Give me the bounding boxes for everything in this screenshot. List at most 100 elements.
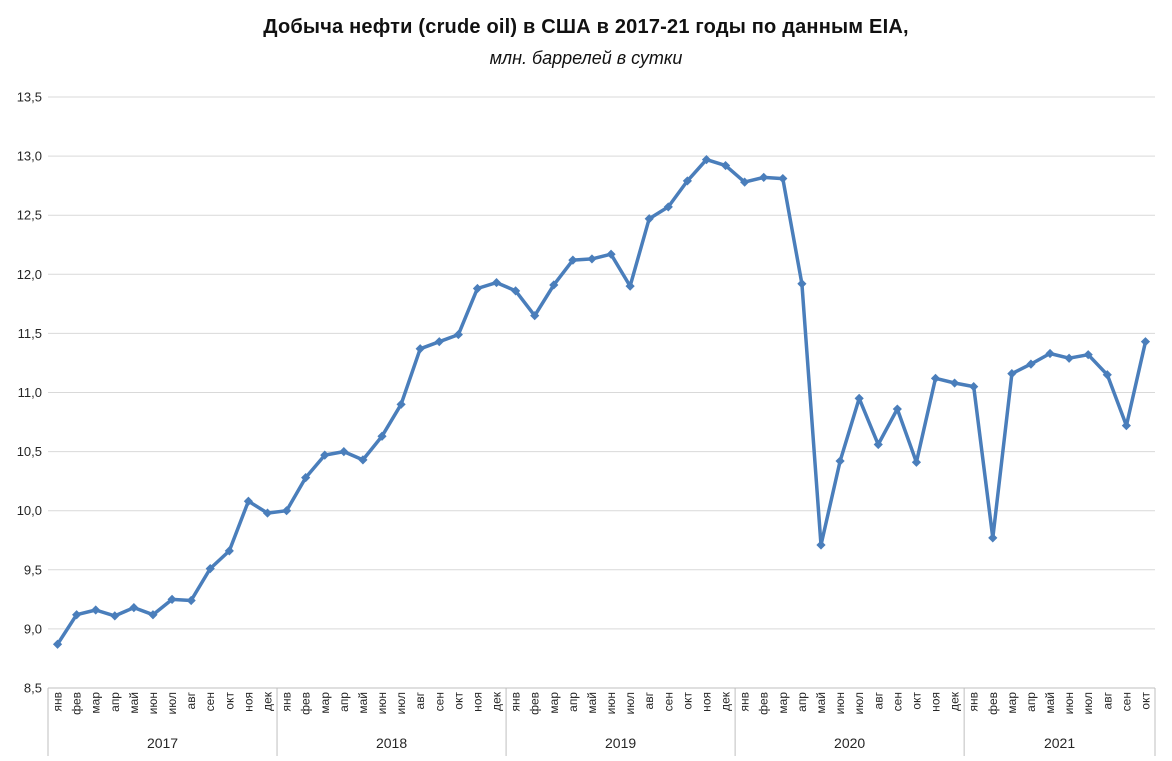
data-point-marker (1007, 368, 1017, 379)
y-axis-tick-label: 9,5 (24, 562, 42, 577)
data-point-marker (988, 533, 998, 543)
data-line (55, 157, 1148, 647)
data-point-marker (167, 594, 177, 604)
x-axis-month-label: ноя (699, 692, 713, 712)
data-point-marker (1102, 370, 1112, 380)
data-point-marker (1083, 350, 1093, 360)
x-axis-month-label: июл (1081, 692, 1095, 714)
x-axis-month-label: авг (642, 691, 656, 709)
data-point-marker (701, 155, 712, 165)
x-axis-month-label: июн (375, 692, 389, 714)
data-point-marker (396, 399, 406, 409)
data-point-marker (301, 473, 311, 483)
data-point-marker (969, 381, 979, 392)
x-axis-month-label: авг (1100, 691, 1114, 709)
y-axis-tick-label: 9,0 (24, 621, 42, 636)
data-point-marker (320, 450, 330, 460)
x-axis-month-label: авг (871, 691, 885, 709)
x-axis-month-label: фев (757, 692, 771, 715)
x-axis-month-label: окт (222, 692, 236, 710)
x-axis-month-label: окт (1138, 692, 1152, 710)
data-point-marker (377, 431, 387, 441)
x-axis-month-label: сен (1119, 692, 1133, 711)
x-axis-month-label: ноя (470, 692, 484, 712)
data-point-marker (339, 447, 349, 457)
data-point-marker (644, 214, 654, 224)
x-axis-month-label: сен (890, 692, 904, 711)
x-axis-month-label: май (585, 692, 599, 714)
x-axis-month-label: авг (413, 691, 427, 709)
data-point-marker (568, 255, 578, 265)
data-point-marker (52, 639, 63, 649)
data-point-marker (625, 281, 635, 291)
x-axis-month-label: дек (260, 691, 274, 711)
x-axis-month-label: янв (280, 692, 294, 712)
y-axis-tick-label: 13,0 (17, 149, 42, 164)
x-axis-month-label: июн (604, 692, 618, 714)
data-point-marker (1045, 348, 1055, 359)
x-axis-month-label: сен (661, 692, 675, 711)
x-axis-year-label: 2018 (376, 735, 407, 751)
x-axis-month-label: июл (852, 692, 866, 714)
x-axis-year-label: 2021 (1044, 735, 1075, 751)
data-point-marker (472, 283, 483, 294)
x-axis-month-label: июл (165, 692, 179, 714)
data-point-marker (949, 378, 960, 388)
x-axis-month-label: дек (719, 691, 733, 711)
data-point-marker (606, 249, 616, 259)
data-point-marker (415, 344, 425, 354)
data-point-marker (720, 160, 731, 171)
x-axis-month-label: апр (1024, 692, 1038, 712)
x-axis-month-label: янв (509, 692, 523, 712)
x-axis-month-label: июн (833, 692, 847, 714)
x-axis-month-label: авг (184, 691, 198, 709)
data-point-marker (873, 439, 883, 450)
x-axis-month-label: мар (776, 692, 790, 714)
x-axis-month-label: мар (318, 692, 332, 714)
data-point-marker (549, 280, 559, 290)
data-point-marker (663, 202, 673, 212)
data-point-marker (911, 457, 922, 467)
x-axis-month-label: дек (948, 691, 962, 711)
x-axis-month-label: сен (432, 692, 446, 711)
data-point-marker (740, 177, 750, 187)
x-axis-month-label: янв (738, 692, 752, 712)
chart-title: Добыча нефти (crude oil) в США в 2017-21… (263, 16, 909, 38)
x-axis-month-label: янв (51, 692, 65, 712)
x-axis-month-label: апр (795, 692, 809, 712)
x-axis-year-label: 2020 (834, 735, 865, 751)
x-axis-month-label: фев (528, 692, 542, 715)
data-point-marker (491, 277, 502, 288)
data-point-marker (1121, 420, 1131, 431)
x-axis-month-label: мар (89, 692, 103, 714)
data-point-marker (930, 373, 941, 383)
x-axis-month-label: май (814, 692, 828, 714)
data-point-marker (186, 595, 196, 606)
data-point-marker (281, 506, 292, 516)
x-axis-month-label: май (1043, 692, 1057, 714)
y-axis-tick-label: 12,0 (17, 267, 42, 282)
data-point-marker (224, 546, 234, 556)
data-point-marker (148, 610, 158, 620)
y-axis-tick-label: 10,0 (17, 503, 42, 518)
data-point-marker (759, 172, 769, 182)
data-point-marker (892, 404, 902, 414)
x-axis-month-label: июл (623, 692, 637, 714)
x-axis-month-label: окт (909, 692, 923, 710)
y-axis-tick-label: 12,5 (17, 208, 42, 223)
x-axis-month-label: май (127, 692, 141, 714)
y-axis-tick-label: 8,5 (24, 681, 42, 696)
x-axis-month-label: апр (108, 692, 122, 712)
data-point-marker (110, 611, 120, 621)
data-point-marker (358, 455, 368, 465)
x-axis-month-label: май (356, 692, 370, 714)
data-point-marker (1026, 359, 1036, 369)
x-axis-month-label: мар (1005, 692, 1019, 714)
y-axis-tick-label: 10,5 (17, 444, 42, 459)
x-axis-month-label: фев (70, 692, 84, 715)
data-point-marker (816, 540, 826, 550)
x-axis-month-label: фев (986, 692, 1000, 715)
data-point-marker (835, 456, 845, 466)
y-axis-tick-label: 11,5 (18, 326, 42, 341)
